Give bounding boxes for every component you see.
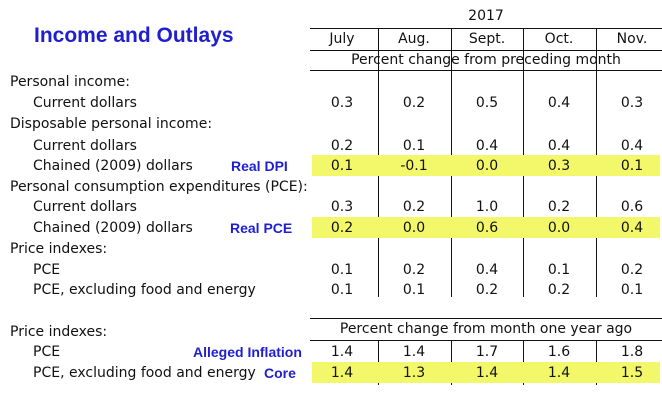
table-cell: 0.4: [475, 262, 499, 278]
year-header: 2017: [468, 8, 504, 24]
table-cell: 0.4: [547, 95, 571, 111]
month-underline: [310, 50, 662, 51]
table-cell: 0.0: [402, 220, 426, 236]
table-cell: 0.3: [330, 95, 354, 111]
table-cell: 0.4: [547, 138, 571, 154]
row-highlight: [312, 155, 660, 176]
table-cell: 1.4: [475, 365, 499, 381]
table-cell: 0.1: [547, 262, 571, 278]
row-label: PCE, excluding food and energy: [33, 282, 256, 298]
table-cell: 0.2: [620, 262, 644, 278]
row-highlight: [312, 217, 660, 238]
table-cell: 0.4: [475, 138, 499, 154]
row-label: Current dollars: [33, 199, 137, 215]
table-cell: 0.0: [475, 158, 499, 174]
table-cell: -0.1: [400, 158, 428, 174]
table-cell: 0.2: [402, 95, 426, 111]
page-title: Income and Outlays: [34, 24, 234, 47]
table-cell: 0.4: [620, 138, 644, 154]
table-cell: 0.1: [620, 282, 644, 298]
subheader1-underline: [310, 70, 662, 71]
table-cell: 1.4: [547, 365, 571, 381]
table-cell: 1.4: [330, 344, 354, 360]
month-nov: Nov.: [616, 31, 648, 47]
table-cell: 0.6: [620, 199, 644, 215]
table-cell: 0.1: [330, 262, 354, 278]
month-oct: Oct.: [544, 31, 574, 47]
row-label: PCE: [33, 262, 61, 278]
table-cell: 0.3: [330, 199, 354, 215]
table-cell: 0.2: [330, 138, 354, 154]
row-label: Price indexes:: [10, 324, 108, 340]
row-highlight: [312, 362, 660, 383]
annotation-label: Alleged Inflation: [193, 344, 302, 360]
row-label: Personal consumption expenditures (PCE):: [10, 179, 308, 195]
table-cell: 0.0: [547, 220, 571, 236]
row-label: PCE: [33, 344, 61, 360]
month-aug: Aug.: [398, 31, 430, 47]
subheader2-overline: [310, 318, 662, 319]
row-label: Disposable personal income:: [10, 116, 213, 132]
table-cell: 0.2: [475, 282, 499, 298]
row-label: PCE, excluding food and energy: [33, 365, 256, 381]
table-cell: 1.5: [620, 365, 644, 381]
table-cell: 1.6: [547, 344, 571, 360]
month-sept: Sept.: [468, 31, 506, 47]
row-label: Price indexes:: [10, 241, 108, 257]
annotation-label: Core: [264, 365, 296, 381]
row-label: Current dollars: [33, 138, 137, 154]
row-label: Personal income:: [10, 74, 130, 90]
subheader2-underline: [310, 340, 662, 341]
table-cell: 0.2: [402, 262, 426, 278]
table-cell: 0.1: [620, 158, 644, 174]
table-cell: 0.2: [330, 220, 354, 236]
annotation-label: Real PCE: [230, 220, 293, 236]
table-cell: 1.0: [475, 199, 499, 215]
table-cell: 0.1: [330, 282, 354, 298]
table-cell: 0.2: [547, 199, 571, 215]
table-cell: 0.1: [330, 158, 354, 174]
year-underline: [310, 28, 662, 29]
table-cell: 1.3: [402, 365, 426, 381]
row-label: Current dollars: [33, 95, 137, 111]
table-cell: 0.3: [547, 158, 571, 174]
table-cell: 1.4: [402, 344, 426, 360]
section1-subheader: Percent change from preceding month: [351, 52, 621, 68]
table-cell: 0.3: [620, 95, 644, 111]
table-cell: 1.7: [475, 344, 499, 360]
table-cell: 0.1: [402, 282, 426, 298]
table-cell: 0.6: [475, 220, 499, 236]
section2-subheader: Percent change from month one year ago: [339, 321, 633, 337]
month-july: July: [329, 31, 355, 47]
annotation-label: Real DPI: [231, 158, 288, 174]
table-cell: 0.2: [547, 282, 571, 298]
table-cell: 0.4: [620, 220, 644, 236]
table-cell: 0.1: [402, 138, 426, 154]
table-cell: 0.5: [475, 95, 499, 111]
table-cell: 1.8: [620, 344, 644, 360]
row-label: Chained (2009) dollars: [33, 158, 193, 174]
row-label: Chained (2009) dollars: [33, 220, 193, 236]
table-cell: 0.2: [402, 199, 426, 215]
table-cell: 1.4: [330, 365, 354, 381]
